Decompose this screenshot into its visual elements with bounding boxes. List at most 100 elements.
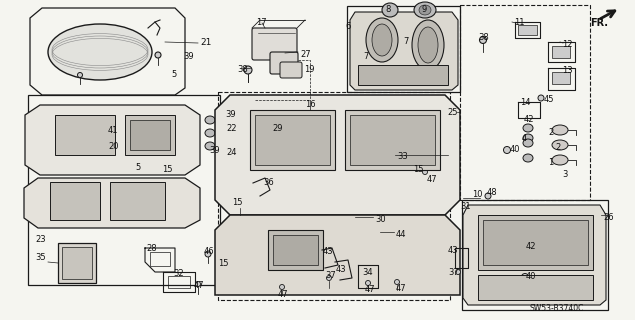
- Ellipse shape: [419, 5, 431, 15]
- Text: 30: 30: [375, 215, 385, 224]
- Bar: [273, 235, 318, 265]
- Text: 17: 17: [256, 18, 267, 27]
- Ellipse shape: [218, 118, 226, 125]
- Text: 21: 21: [200, 38, 211, 47]
- Bar: [350, 115, 435, 165]
- Text: 15: 15: [218, 259, 229, 268]
- Text: 42: 42: [526, 242, 537, 251]
- Ellipse shape: [205, 251, 211, 257]
- Text: SW53-B3740C: SW53-B3740C: [530, 304, 584, 313]
- Text: 26: 26: [603, 213, 613, 222]
- Ellipse shape: [552, 140, 568, 150]
- Polygon shape: [215, 215, 460, 295]
- Ellipse shape: [366, 281, 370, 285]
- Ellipse shape: [205, 142, 215, 150]
- Ellipse shape: [48, 24, 152, 80]
- FancyBboxPatch shape: [252, 28, 297, 60]
- Text: 43: 43: [323, 247, 333, 256]
- Bar: [168, 276, 190, 288]
- Ellipse shape: [326, 276, 331, 281]
- Text: 15: 15: [413, 165, 424, 174]
- Ellipse shape: [366, 18, 398, 62]
- Text: 39: 39: [225, 110, 236, 119]
- Ellipse shape: [205, 116, 215, 124]
- Text: 24: 24: [226, 148, 236, 157]
- Bar: [50, 182, 100, 220]
- Bar: [58, 243, 96, 283]
- Ellipse shape: [523, 154, 533, 162]
- Text: 43: 43: [336, 265, 347, 274]
- Ellipse shape: [418, 27, 438, 63]
- Text: 31: 31: [460, 202, 471, 211]
- Text: 47: 47: [194, 281, 204, 290]
- Text: 40: 40: [510, 145, 521, 154]
- Ellipse shape: [244, 66, 252, 74]
- Text: 13: 13: [562, 66, 573, 75]
- Text: 15: 15: [162, 165, 173, 174]
- Polygon shape: [215, 95, 460, 215]
- Ellipse shape: [218, 132, 226, 139]
- Text: 38: 38: [478, 33, 489, 42]
- Ellipse shape: [372, 24, 392, 56]
- Text: 3: 3: [562, 170, 568, 179]
- Bar: [518, 25, 537, 35]
- Text: 39: 39: [183, 52, 194, 61]
- Bar: [268, 230, 323, 270]
- Polygon shape: [463, 205, 606, 305]
- Ellipse shape: [521, 274, 528, 281]
- Text: 38: 38: [237, 65, 248, 74]
- Ellipse shape: [538, 95, 544, 101]
- Text: 47: 47: [278, 290, 289, 299]
- Text: 37: 37: [448, 268, 458, 277]
- Text: 44: 44: [396, 230, 406, 239]
- Polygon shape: [25, 105, 200, 175]
- Text: 41: 41: [108, 126, 119, 135]
- Ellipse shape: [382, 3, 398, 17]
- Text: 25: 25: [447, 108, 457, 117]
- Ellipse shape: [218, 145, 226, 151]
- Ellipse shape: [220, 262, 225, 268]
- Text: 1: 1: [548, 158, 553, 167]
- Text: 34: 34: [362, 268, 373, 277]
- Ellipse shape: [237, 203, 243, 207]
- Text: 2: 2: [548, 128, 553, 137]
- Text: 48: 48: [487, 188, 498, 197]
- Ellipse shape: [422, 170, 427, 174]
- Bar: [130, 120, 170, 150]
- Ellipse shape: [523, 139, 533, 147]
- Ellipse shape: [394, 279, 399, 284]
- Ellipse shape: [552, 155, 568, 165]
- Text: 27: 27: [300, 50, 311, 59]
- Text: 2: 2: [555, 143, 560, 152]
- Text: 19: 19: [304, 65, 314, 74]
- Text: 11: 11: [514, 18, 525, 27]
- Ellipse shape: [196, 282, 201, 286]
- Text: 5: 5: [135, 163, 140, 172]
- Text: 15: 15: [232, 198, 243, 207]
- Bar: [552, 72, 570, 84]
- Bar: [552, 46, 570, 58]
- Text: 14: 14: [520, 98, 530, 107]
- Ellipse shape: [155, 52, 161, 58]
- Bar: [250, 110, 335, 170]
- FancyBboxPatch shape: [270, 52, 298, 74]
- Bar: [125, 115, 175, 155]
- Text: FR.: FR.: [590, 18, 608, 28]
- Text: 42: 42: [524, 115, 535, 124]
- Bar: [150, 252, 170, 266]
- Text: 35: 35: [35, 253, 46, 262]
- Text: 40: 40: [526, 272, 537, 281]
- Text: 46: 46: [204, 247, 215, 256]
- Text: 47: 47: [396, 284, 406, 293]
- Text: 20: 20: [108, 142, 119, 151]
- Text: 36: 36: [263, 178, 274, 187]
- Polygon shape: [350, 12, 458, 90]
- Ellipse shape: [552, 125, 568, 135]
- Ellipse shape: [485, 193, 491, 199]
- Text: 7: 7: [403, 37, 408, 46]
- Text: 10: 10: [472, 190, 483, 199]
- Bar: [483, 220, 588, 265]
- Text: 5: 5: [171, 70, 177, 79]
- Ellipse shape: [279, 284, 284, 290]
- Ellipse shape: [504, 147, 511, 154]
